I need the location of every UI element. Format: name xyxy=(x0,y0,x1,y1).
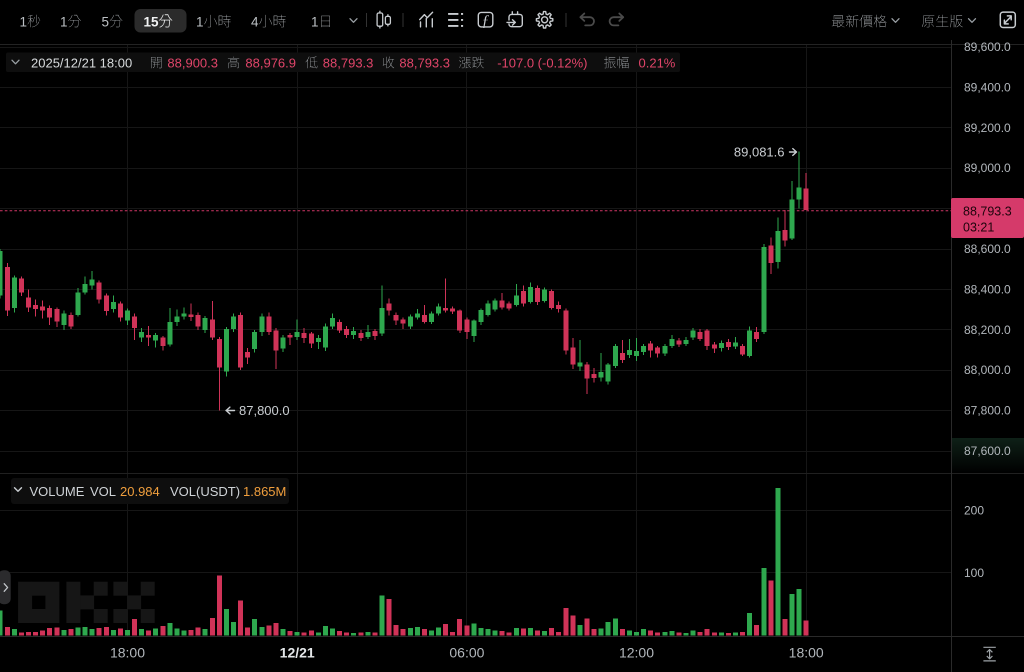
svg-text:5: 5 xyxy=(102,14,110,29)
svg-text:18:00: 18:00 xyxy=(110,645,145,661)
svg-text:200: 200 xyxy=(964,504,984,518)
svg-text:20.984: 20.984 xyxy=(120,484,160,499)
svg-text:18:00: 18:00 xyxy=(789,645,824,661)
svg-text:VOLUME: VOLUME xyxy=(30,484,85,499)
svg-text:88,400.0: 88,400.0 xyxy=(964,282,1011,296)
svg-text:87,800.0: 87,800.0 xyxy=(964,404,1011,418)
svg-text:88,200.0: 88,200.0 xyxy=(964,323,1011,337)
svg-text:03:21: 03:21 xyxy=(963,221,994,235)
svg-text:1.865M: 1.865M xyxy=(243,484,286,499)
svg-text:89,600.0: 89,600.0 xyxy=(964,40,1011,54)
svg-text:1: 1 xyxy=(20,14,28,29)
svg-text:1: 1 xyxy=(311,14,319,29)
svg-text:88,000.0: 88,000.0 xyxy=(964,363,1011,377)
svg-text:88,793.3: 88,793.3 xyxy=(963,205,1012,219)
svg-text:89,000.0: 89,000.0 xyxy=(964,161,1011,175)
svg-text:VOL(USDT): VOL(USDT) xyxy=(170,484,240,499)
svg-text:100: 100 xyxy=(964,566,984,580)
svg-text:88,600.0: 88,600.0 xyxy=(964,242,1011,256)
svg-text:4: 4 xyxy=(251,14,259,29)
svg-text:0.21%: 0.21% xyxy=(639,55,676,70)
svg-text:87,800.0: 87,800.0 xyxy=(239,403,290,418)
svg-text:89,081.6: 89,081.6 xyxy=(734,145,785,160)
svg-text:88,900.3: 88,900.3 xyxy=(167,55,218,70)
svg-text:1: 1 xyxy=(60,14,68,29)
svg-text:89,200.0: 89,200.0 xyxy=(964,121,1011,135)
svg-text:15: 15 xyxy=(144,14,160,29)
svg-text:06:00: 06:00 xyxy=(449,645,484,661)
svg-text:12:00: 12:00 xyxy=(619,645,654,661)
svg-text:88,793.3: 88,793.3 xyxy=(323,55,374,70)
svg-text:VOL: VOL xyxy=(90,484,116,499)
svg-text:-107.0 (-0.12%): -107.0 (-0.12%) xyxy=(497,55,587,70)
svg-text:87,600.0: 87,600.0 xyxy=(964,444,1011,458)
svg-text:88,976.9: 88,976.9 xyxy=(245,55,296,70)
svg-text:2025/12/21 18:00: 2025/12/21 18:00 xyxy=(31,55,132,70)
svg-text:12/21: 12/21 xyxy=(280,645,315,661)
svg-text:88,793.3: 88,793.3 xyxy=(399,55,450,70)
svg-text:89,400.0: 89,400.0 xyxy=(964,80,1011,94)
svg-text:1: 1 xyxy=(196,14,204,29)
